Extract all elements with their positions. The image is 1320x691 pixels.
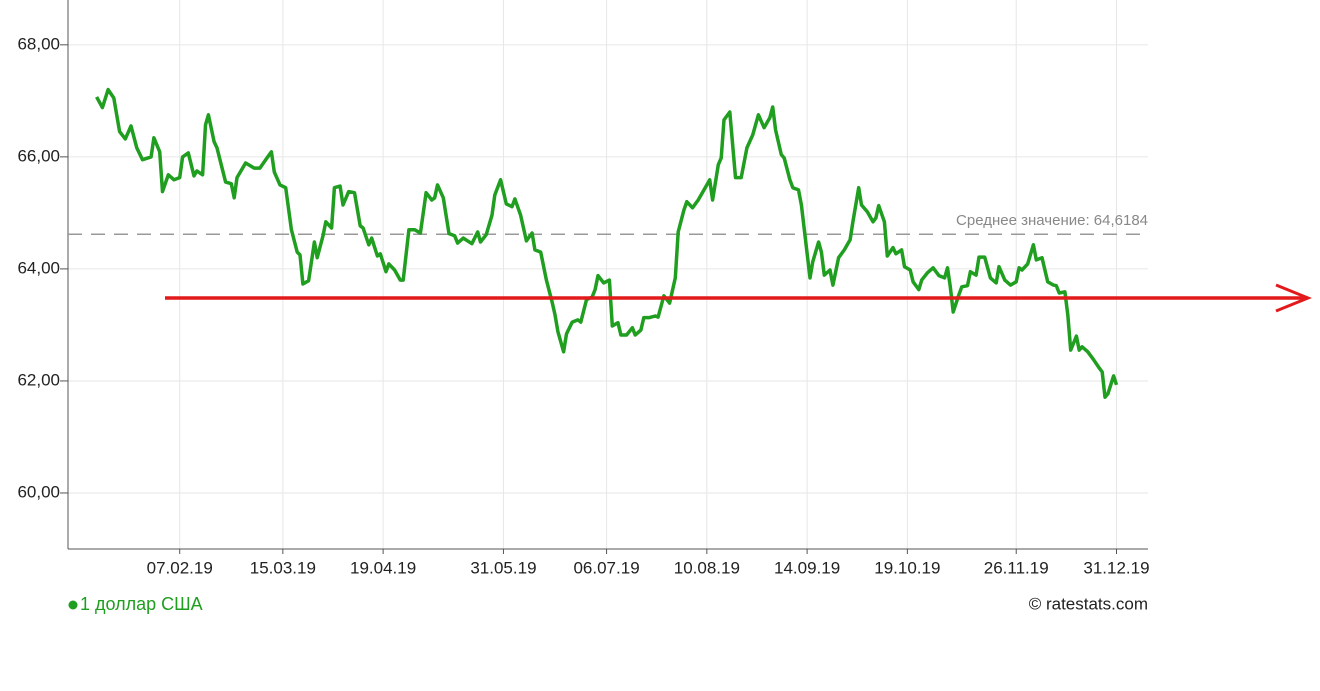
- x-tick-label: 19.04.19: [350, 558, 416, 577]
- x-tick-label: 31.12.19: [1083, 558, 1149, 577]
- x-tick-label: 19.10.19: [874, 558, 940, 577]
- x-tick-label: 10.08.19: [674, 558, 740, 577]
- credit: © ratestats.com: [1029, 594, 1148, 613]
- y-tick-label: 68,00: [17, 34, 60, 53]
- reference-arrowhead: [1275, 283, 1312, 313]
- mean-label: Среднее значение: 64,6184: [956, 212, 1148, 229]
- x-tick-label: 07.02.19: [147, 558, 213, 577]
- y-tick-label: 60,00: [17, 482, 60, 501]
- x-tick-label: 14.09.19: [774, 558, 840, 577]
- y-tick-label: 64,00: [17, 258, 60, 277]
- x-tick-label: 06.07.19: [573, 558, 639, 577]
- y-tick-label: 62,00: [17, 370, 60, 389]
- legend-label: 1 доллар США: [80, 594, 203, 614]
- x-tick-label: 31.05.19: [470, 558, 536, 577]
- legend-marker: [68, 600, 78, 610]
- x-tick-label: 26.11.19: [984, 558, 1049, 577]
- y-tick-label: 66,00: [17, 146, 60, 165]
- x-tick-label: 15.03.19: [250, 558, 316, 577]
